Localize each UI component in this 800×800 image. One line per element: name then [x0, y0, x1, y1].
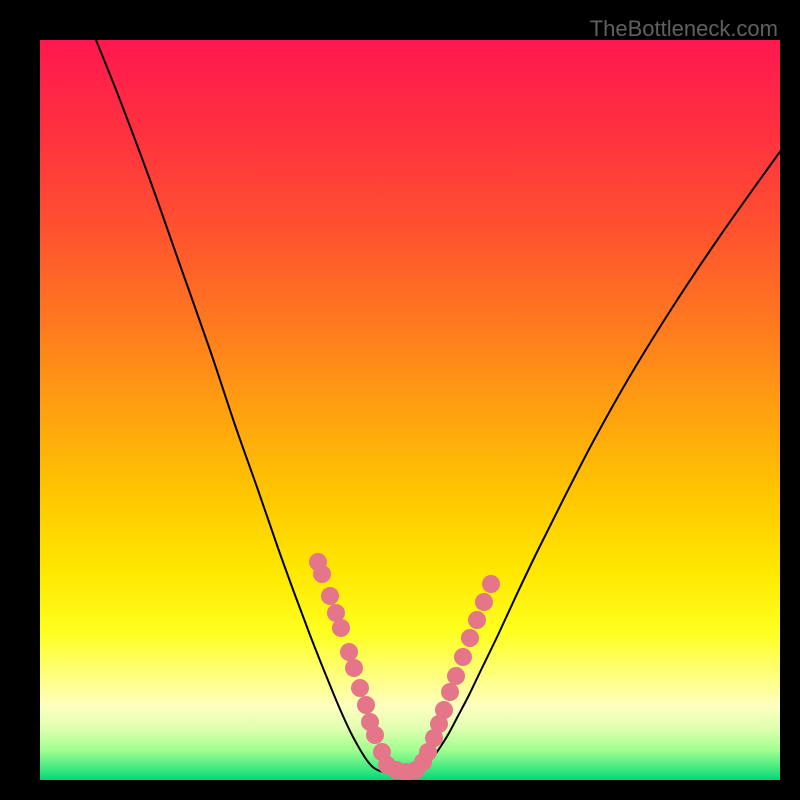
data-point: [468, 611, 486, 629]
data-point: [475, 593, 493, 611]
data-point: [321, 587, 339, 605]
data-point: [461, 629, 479, 647]
data-point: [313, 565, 331, 583]
data-point: [447, 667, 465, 685]
bottleneck-curve: [40, 40, 780, 780]
data-point: [435, 701, 453, 719]
data-point: [454, 648, 472, 666]
data-point: [332, 619, 350, 637]
data-point: [441, 683, 459, 701]
watermark-text: TheBottleneck.com: [590, 16, 778, 42]
data-point: [482, 575, 500, 593]
data-point: [340, 643, 358, 661]
plot-area: [40, 40, 780, 780]
data-point: [366, 726, 384, 744]
data-point: [357, 696, 375, 714]
data-point: [345, 659, 363, 677]
data-point: [351, 679, 369, 697]
